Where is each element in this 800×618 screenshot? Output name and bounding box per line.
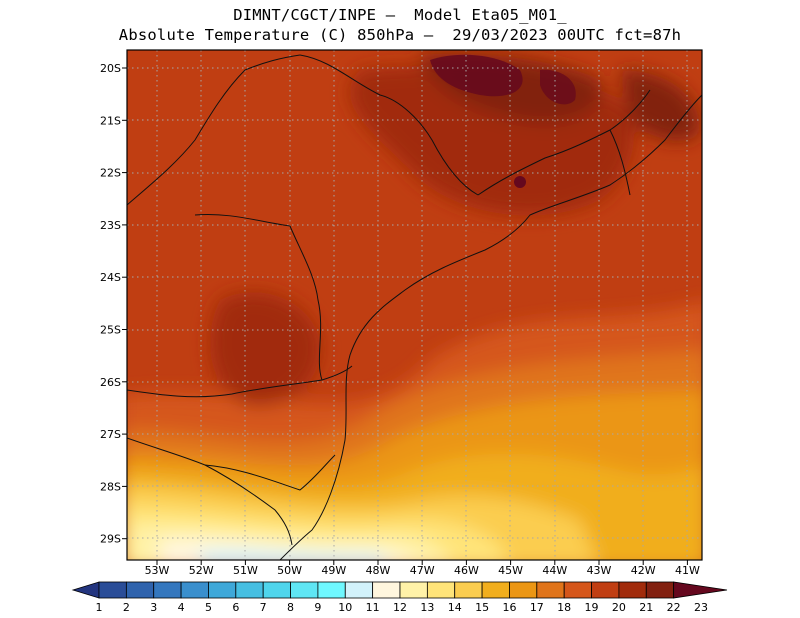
colorbar-swatch — [426, 581, 456, 599]
colorbar-label: 3 — [150, 601, 157, 614]
colorbar-label: 9 — [314, 601, 321, 614]
colorbar-swatch — [536, 581, 565, 599]
colorbar-swatch — [454, 581, 483, 599]
lon-label: 50W — [277, 564, 302, 577]
colorbar: 1 2 3 4 5 6 7 8 9 10 11 12 13 14 15 16 17 18 19 20 21 22 23 — [71, 581, 728, 614]
colorbar-arrow-high — [673, 581, 728, 599]
lat-label: 23S — [100, 219, 121, 232]
colorbar-label: 5 — [205, 601, 212, 614]
colorbar-swatch — [509, 581, 538, 599]
hottest-core-2 — [540, 69, 576, 105]
colorbar-label: 23 — [694, 601, 708, 614]
colorbar-label: 20 — [612, 601, 626, 614]
colorbar-label: 15 — [475, 601, 489, 614]
lon-label: 51W — [233, 564, 258, 577]
lon-label: 43W — [587, 564, 612, 577]
colorbar-swatch — [372, 581, 401, 599]
lon-label: 47W — [410, 564, 435, 577]
plot-frame — [126, 49, 703, 561]
colorbar-label: 21 — [639, 601, 653, 614]
colorbar-swatch — [98, 581, 127, 599]
colorbar-label: 19 — [585, 601, 599, 614]
colorbar-label: 6 — [232, 601, 239, 614]
colorbar-label: 7 — [260, 601, 267, 614]
colorbar-arrow-low — [71, 581, 100, 599]
colorbar-swatch — [262, 581, 291, 599]
colorbar-swatch — [153, 581, 182, 599]
colorbar-label: 12 — [393, 601, 407, 614]
lat-label: 25S — [100, 324, 121, 337]
colorbar-label: 18 — [557, 601, 571, 614]
colorbar-swatch — [645, 581, 675, 599]
lat-label: 27S — [100, 428, 121, 441]
latitude-labels: 20S 21S 22S 23S 24S 25S 26S 27S 28S 29S — [100, 62, 127, 546]
border-pr-sc — [127, 365, 353, 398]
colorbar-label: 4 — [178, 601, 185, 614]
lat-label: 28S — [100, 480, 121, 493]
colorbar-swatch — [125, 581, 155, 599]
border-mg-es — [609, 129, 631, 196]
lon-label: 49W — [321, 564, 346, 577]
colorbar-label: 22 — [667, 601, 681, 614]
lat-label: 22S — [100, 167, 121, 180]
lat-label: 26S — [100, 376, 121, 389]
border-mg-rj — [477, 89, 651, 196]
colorbar-label: 11 — [366, 601, 380, 614]
lon-label: 48W — [366, 564, 391, 577]
grid — [127, 50, 702, 560]
hottest-core — [430, 54, 523, 97]
lon-label: 41W — [675, 564, 700, 577]
colorbar-swatch — [180, 581, 209, 599]
colorbar-swatch — [344, 581, 374, 599]
border-pr-north — [194, 213, 323, 381]
hot-spot — [514, 176, 526, 188]
colorbar-swatch — [591, 581, 620, 599]
colorbar-swatch — [618, 581, 647, 599]
border-sp-mg — [299, 54, 479, 196]
colorbar-label: 8 — [287, 601, 294, 614]
colorbar-swatch — [563, 581, 592, 599]
colorbar-swatch — [481, 581, 510, 599]
border-rs-sc — [204, 454, 336, 491]
lon-label: 45W — [498, 564, 523, 577]
band-11 — [200, 550, 384, 560]
lat-label: 24S — [100, 271, 121, 284]
colorbar-label: 16 — [502, 601, 516, 614]
temperature-field — [127, 50, 702, 560]
lon-label: 53W — [145, 564, 170, 577]
lon-label: 52W — [189, 564, 214, 577]
colorbar-label: 13 — [420, 601, 434, 614]
colorbar-label: 1 — [96, 601, 103, 614]
colorbar-swatch — [399, 581, 428, 599]
lon-label: 46W — [454, 564, 479, 577]
boundaries — [127, 54, 702, 560]
longitude-labels: 53W 52W 51W 50W 49W 48W 47W 46W 45W 44W 43W 42W 41W — [145, 560, 700, 577]
coastline — [279, 94, 702, 560]
chart-title-line-1: DIMNT/CGCT/INPE – Model Eta05_M01_ — [233, 6, 567, 24]
warm-core-east — [620, 70, 700, 141]
lon-label: 44W — [542, 564, 567, 577]
warm-core-west — [210, 292, 321, 406]
colorbar-label: 2 — [123, 601, 130, 614]
chart-title-line-2: Absolute Temperature (C) 850hPa – 29/03/… — [118, 26, 682, 44]
border-rs-west — [127, 437, 293, 546]
colorbar-label: 10 — [338, 601, 352, 614]
lat-label: 29S — [100, 533, 121, 546]
lon-label: 42W — [631, 564, 656, 577]
colorbar-swatch — [208, 581, 237, 599]
lat-label: 20S — [100, 62, 121, 75]
lat-label: 21S — [100, 114, 121, 127]
border-ms-sp — [127, 54, 301, 206]
colorbar-label: 17 — [530, 601, 544, 614]
colorbar-swatch — [235, 581, 264, 599]
colorbar-label: 14 — [448, 601, 462, 614]
colorbar-swatch — [317, 581, 346, 599]
colorbar-swatch — [290, 581, 319, 599]
